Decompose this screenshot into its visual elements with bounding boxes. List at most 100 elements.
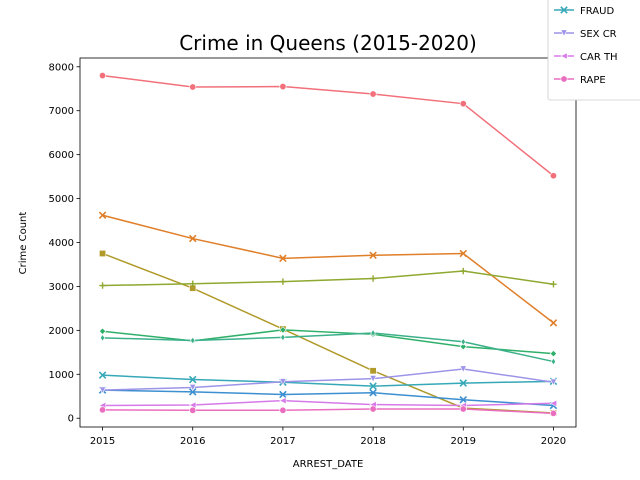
legend-label: FRAUD (580, 6, 614, 17)
series-2-point-stroke (369, 251, 377, 260)
series-2-point (279, 254, 287, 263)
series-1 (99, 72, 557, 180)
y-tick-label: 0 (68, 414, 74, 425)
series-11-point (369, 405, 377, 413)
series-2-point (369, 251, 377, 260)
series-2-point-stroke (459, 249, 468, 258)
series-2-point-stroke (188, 234, 197, 243)
series-1-point (369, 90, 377, 98)
x-tick-label: 2017 (270, 436, 295, 447)
legend-marker (560, 29, 568, 37)
series-1-point (279, 83, 287, 91)
series-8-line (102, 389, 554, 407)
series-6-point (460, 338, 466, 346)
series-6-line (102, 332, 554, 363)
series-11-point (99, 406, 107, 414)
series-5-point (279, 326, 287, 334)
x-tick-label: 2020 (541, 436, 566, 447)
series-7-point (98, 371, 107, 379)
series-5-point (459, 342, 467, 351)
series-8-point (369, 388, 377, 397)
y-tick-label: 3000 (49, 282, 74, 293)
series-8-point-stroke (279, 390, 287, 399)
legend-label: SEX CR (580, 29, 617, 40)
series-9-point (189, 383, 197, 392)
legend-label: RAPE (580, 75, 606, 86)
series-2-point-stroke (98, 211, 107, 220)
series-7-point-stroke (188, 375, 197, 384)
series-2-point (549, 319, 558, 327)
series-1-point (99, 72, 107, 80)
series-7-point-stroke (98, 371, 107, 379)
series-6 (99, 329, 557, 366)
series-10-point (188, 401, 197, 409)
chart-title: Crime in Queens (2015-2020) (179, 31, 477, 55)
series-9-point (369, 375, 377, 383)
series-1-point (459, 100, 467, 108)
axes-frame (79, 57, 577, 428)
series-5 (98, 326, 558, 358)
series-10-point (549, 399, 557, 407)
series-4-point (369, 275, 377, 282)
series-layer (98, 72, 558, 417)
series-6-point (99, 334, 106, 342)
series-2-point (459, 249, 468, 258)
legend-marker-stroke (560, 6, 568, 14)
series-4-line (102, 270, 554, 287)
series-10-line (102, 399, 554, 407)
x-axis-label: ARREST_DATE (293, 459, 364, 470)
series-6-point (280, 333, 286, 342)
y-tick-label: 2000 (49, 326, 74, 337)
legend-box (547, 0, 640, 101)
series-2-point (98, 211, 107, 220)
x-tick-label: 2018 (360, 436, 385, 447)
series-6-point (190, 336, 196, 345)
series-5-point (98, 327, 107, 335)
series-3-line (102, 252, 554, 414)
series-6-point (370, 329, 376, 337)
legend-marker (560, 52, 568, 60)
series-1-point (189, 83, 197, 91)
series-9-point (459, 365, 467, 373)
y-tick-label: 8000 (49, 62, 74, 73)
series-2-point-stroke (549, 319, 558, 327)
series-11 (99, 405, 557, 417)
series-9-point (279, 378, 287, 386)
series-8-point-stroke (188, 388, 197, 396)
series-4-point (189, 280, 196, 287)
series-11-point (459, 405, 467, 413)
series-11-point (279, 406, 287, 414)
series-9-point (98, 386, 107, 394)
y-tick-label: 4000 (49, 238, 74, 249)
series-2 (98, 211, 558, 327)
series-7-point-stroke (369, 382, 377, 390)
series-2-point (188, 234, 197, 243)
series-8-point (188, 388, 197, 396)
series-10-point (279, 396, 287, 405)
series-5-point (549, 350, 558, 358)
series-4-point (460, 267, 467, 275)
series-11-point (189, 406, 197, 414)
series-7-point (459, 379, 468, 387)
series-8-point (459, 395, 468, 404)
series-10 (98, 396, 557, 410)
series-1-line (102, 74, 554, 177)
series-4 (99, 267, 557, 289)
series-3-point (99, 249, 107, 257)
series-6-point (550, 357, 557, 366)
legend-marker (560, 75, 568, 83)
y-axis-label: Crime Count (18, 212, 29, 275)
y-tick-label: 6000 (49, 150, 74, 161)
y-tick-label: 1000 (49, 370, 74, 381)
series-9-point (549, 378, 558, 387)
series-8-point-stroke (369, 388, 377, 397)
series-3-point (369, 367, 377, 375)
series-7-point (188, 375, 197, 384)
series-2-line (102, 214, 554, 324)
series-7-line (102, 374, 554, 387)
series-11-line (102, 408, 554, 415)
legend-marker (560, 6, 568, 14)
series-4-point (279, 278, 287, 285)
y-tick-label: 7000 (49, 106, 74, 117)
